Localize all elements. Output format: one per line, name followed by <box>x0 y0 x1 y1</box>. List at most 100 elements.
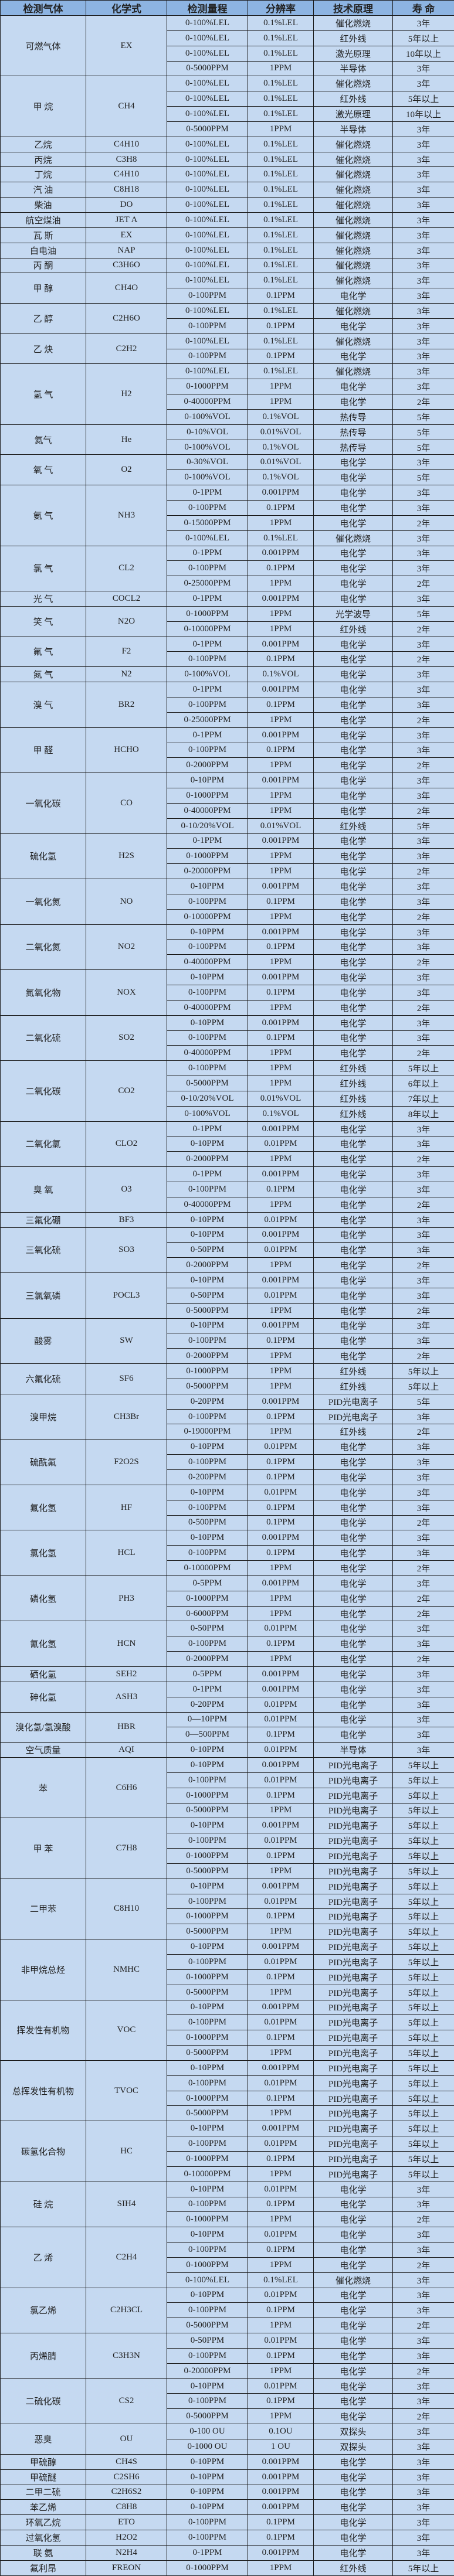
range-cell: 0-100PPM <box>167 1182 248 1197</box>
lifetime-cell: 5年以上 <box>393 30 454 46</box>
resolution-cell: 0.01PPM <box>248 1136 314 1152</box>
formula-cell: CLO2 <box>86 1121 167 1167</box>
lifetime-cell: 3年 <box>393 1666 454 1682</box>
technology-cell: 电化学 <box>314 591 393 607</box>
range-cell: 0-1PPM <box>167 1682 248 1697</box>
resolution-cell: 0.1PPM <box>248 1409 314 1424</box>
resolution-cell: 1PPM <box>248 1349 314 1364</box>
resolution-cell: 0.01PPM <box>248 2182 314 2197</box>
gas-name-cell: 酸雾 <box>1 1318 86 1364</box>
technology-cell: 催化燃烧 <box>314 2272 393 2288</box>
gas-name-cell: 甲硫醇 <box>1 2454 86 2469</box>
range-cell: 0-200PPM <box>167 1470 248 1485</box>
lifetime-cell: 3年 <box>393 167 454 182</box>
resolution-cell: 1PPM <box>248 1364 314 1379</box>
lifetime-cell: 5年以上 <box>393 1833 454 1849</box>
lifetime-cell: 3年 <box>393 2500 454 2515</box>
range-cell: 0-1000PPM <box>167 2212 248 2227</box>
resolution-cell: 0.001PPM <box>248 924 314 940</box>
lifetime-cell: 3年 <box>393 501 454 516</box>
resolution-cell: 0.1PPM <box>248 318 314 334</box>
lifetime-cell: 5年以上 <box>393 1803 454 1818</box>
lifetime-cell: 3年 <box>393 1030 454 1046</box>
lifetime-cell: 5年以上 <box>393 1818 454 1833</box>
technology-cell: 电化学 <box>314 1167 393 1182</box>
lifetime-cell: 3年 <box>393 137 454 152</box>
gas-name-cell: 光 气 <box>1 591 86 607</box>
lifetime-cell: 3年 <box>393 318 454 334</box>
range-cell: 0-10PPM <box>167 1530 248 1546</box>
resolution-cell: 0.01%VOL <box>248 455 314 470</box>
range-cell: 0-1000PPM <box>167 2091 248 2106</box>
resolution-cell: 0.001PPM <box>248 1682 314 1697</box>
technology-cell: 电化学 <box>314 1652 393 1667</box>
gas-name-cell: 乙 炔 <box>1 334 86 364</box>
lifetime-cell: 2年 <box>393 1258 454 1273</box>
technology-cell: 电化学 <box>314 940 393 955</box>
formula-cell: C2H6S2 <box>86 2485 167 2500</box>
range-cell: 0-5PPM <box>167 1666 248 1682</box>
lifetime-cell: 3年 <box>393 2485 454 2500</box>
technology-cell: 电化学 <box>314 1621 393 1636</box>
technology-cell: 电化学 <box>314 1666 393 1682</box>
technology-cell: 电化学 <box>314 1470 393 1485</box>
range-cell: 0-10PPM <box>167 1939 248 1955</box>
technology-cell: 催化燃烧 <box>314 16 393 31</box>
lifetime-cell: 3年 <box>393 2530 454 2546</box>
formula-cell: OU <box>86 2424 167 2455</box>
resolution-cell: 0.001PPM <box>248 546 314 561</box>
technology-cell: 电化学 <box>314 803 393 818</box>
resolution-cell: 1PPM <box>248 758 314 773</box>
resolution-cell: 1PPM <box>248 1061 314 1076</box>
technology-cell: 电化学 <box>314 652 393 667</box>
formula-cell: EX <box>86 16 167 76</box>
technology-cell: 电化学 <box>314 758 393 773</box>
gas-name-cell: 联 氨 <box>1 2545 86 2560</box>
resolution-cell: 0.1PPM <box>248 1546 314 1561</box>
range-cell: 0-100PPM <box>167 940 248 955</box>
range-cell: 0-1000PPM <box>167 2257 248 2272</box>
technology-cell: PID光电离子 <box>314 1772 393 1788</box>
resolution-cell: 0.1PPM <box>248 652 314 667</box>
range-cell: 0-10PPM <box>167 2500 248 2515</box>
range-cell: 0—10PPM <box>167 1712 248 1727</box>
range-cell: 0-10PPM <box>167 924 248 940</box>
range-cell: 0-10PPM <box>167 1318 248 1333</box>
lifetime-cell: 5年以上 <box>393 1863 454 1879</box>
technology-cell: PID光电离子 <box>314 2075 393 2091</box>
lifetime-cell: 5年以上 <box>393 1364 454 1379</box>
resolution-cell: 0.001PPM <box>248 2500 314 2515</box>
technology-cell: 电化学 <box>314 2227 393 2242</box>
lifetime-cell: 2年 <box>393 1303 454 1318</box>
technology-cell: 电化学 <box>314 1546 393 1561</box>
technology-cell: 电化学 <box>314 2197 393 2212</box>
range-cell: 0-10PPM <box>167 2378 248 2394</box>
range-cell: 0-100PPM <box>167 1061 248 1076</box>
lifetime-cell: 2年 <box>393 2409 454 2424</box>
lifetime-cell: 3年 <box>393 288 454 304</box>
resolution-cell: 1PPM <box>248 1046 314 1061</box>
formula-cell: C4H10 <box>86 167 167 182</box>
lifetime-cell: 3年 <box>393 1530 454 1546</box>
technology-cell: 双探头 <box>314 2424 393 2439</box>
lifetime-cell: 3年 <box>393 1470 454 1485</box>
technology-cell: PID光电离子 <box>314 1909 393 1924</box>
technology-cell: 电化学 <box>314 849 393 864</box>
formula-cell: C3H8 <box>86 152 167 167</box>
range-cell: 0-40000PPM <box>167 1197 248 1212</box>
formula-cell: C8H18 <box>86 182 167 198</box>
range-cell: 0-10PPM <box>167 1440 248 1455</box>
lifetime-cell: 3年 <box>393 2272 454 2288</box>
technology-cell: 电化学 <box>314 379 393 394</box>
lifetime-cell: 3年 <box>393 1500 454 1515</box>
lifetime-cell: 3年 <box>393 849 454 864</box>
technology-cell: 电化学 <box>314 501 393 516</box>
gas-name-cell: 丙 酮 <box>1 258 86 273</box>
range-cell: 0-100%LEL <box>167 530 248 546</box>
lifetime-cell: 3年 <box>393 2378 454 2394</box>
formula-cell: CH4O <box>86 273 167 304</box>
resolution-cell: 0.001PPM <box>248 1818 314 1833</box>
